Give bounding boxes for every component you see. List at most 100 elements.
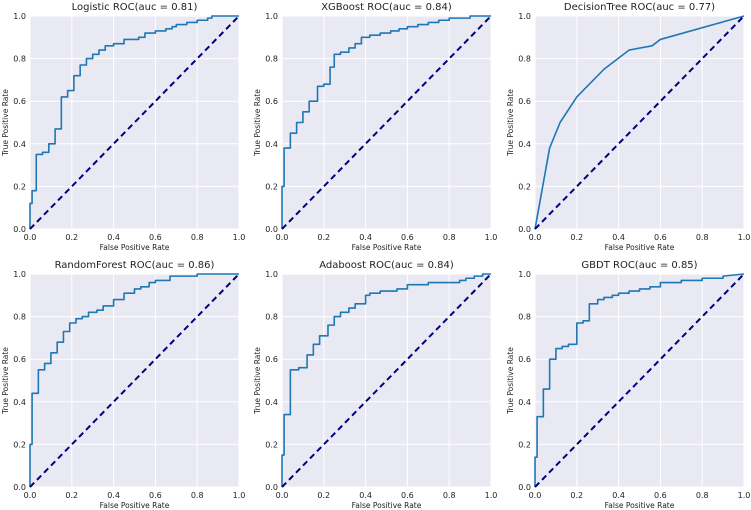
y-tick-label: 0.8 [518,313,531,322]
x-tick-label: 0.2 [317,491,330,500]
roc-curve-line [281,15,491,229]
x-tick-label: 0.6 [149,491,162,500]
y-tick-label: 1.0 [13,270,26,279]
x-axis-label: False Positive Rate [352,501,422,510]
chart-title: DecisionTree ROC(auc = 0.77) [564,2,715,13]
x-tick-label: 0.4 [107,233,120,242]
x-tick-label: 1.0 [233,233,246,242]
y-axis-label: True Positive Rate [1,347,10,415]
y-tick-label: 0.0 [13,483,26,492]
x-tick-label: 0.4 [612,491,625,500]
y-tick-label: 0.4 [13,140,26,149]
y-tick-label: 0.0 [518,483,531,492]
y-tick-label: 0.6 [265,97,278,106]
chart-title: Logistic ROC(auc = 0.81) [72,2,198,13]
y-tick-label: 0.2 [518,182,531,191]
x-tick-label: 0.0 [24,491,37,500]
chart-title: GBDT ROC(auc = 0.85) [581,260,697,271]
y-tick-label: 0.8 [13,55,26,64]
roc-curve-line [29,273,239,487]
x-tick-label: 0.0 [24,233,37,242]
x-tick-label: 0.4 [359,233,372,242]
x-tick-label: 0.2 [570,491,583,500]
plot-area [30,274,239,487]
x-tick-label: 0.6 [654,233,667,242]
x-tick-label: 0.6 [654,491,667,500]
roc-curve-line [534,273,745,487]
x-tick-label: 0.8 [443,491,456,500]
x-tick-label: 1.0 [233,491,246,500]
x-tick-label: 0.8 [191,233,204,242]
x-tick-label: 0.2 [317,233,330,242]
y-tick-label: 0.2 [518,440,531,449]
y-tick-label: 0.6 [13,355,26,364]
y-tick-label: 1.0 [518,270,531,279]
y-tick-label: 0.2 [265,182,278,191]
y-tick-label: 0.0 [518,225,531,234]
y-tick-label: 0.4 [13,398,26,407]
x-tick-label: 0.0 [276,491,289,500]
plot-area [282,16,491,229]
roc-panel: 0.0 0.2 0.4 0.6 0.8 1.0 0.0 0.2 0.4 0.6 0.8 1.0 Deci… [506,2,750,252]
x-tick-label: 1.0 [485,491,498,500]
roc-panel: 0.0 0.2 0.4 0.6 0.8 1.0 0.0 0.2 0.4 0.6 0.8 1.0 XGBo… [253,2,497,252]
x-tick-label: 0.4 [612,233,625,242]
x-tick-label: 0.2 [65,491,78,500]
y-tick-label: 0.0 [265,483,278,492]
x-tick-label: 0.0 [529,233,542,242]
x-tick-label: 0.8 [443,233,456,242]
roc-curve-line [29,15,239,229]
roc-curve-line [281,273,491,487]
y-tick-label: 0.0 [265,225,278,234]
y-tick-label: 0.4 [265,140,278,149]
y-tick-label: 0.2 [265,440,278,449]
y-tick-label: 0.8 [518,55,531,64]
y-tick-label: 0.4 [518,140,531,149]
roc-panel: 0.0 0.2 0.4 0.6 0.8 1.0 0.0 0.2 0.4 0.6 0.8 1.0 GBDT… [506,260,750,510]
x-tick-label: 1.0 [485,233,498,242]
x-tick-label: 0.2 [65,233,78,242]
roc-panel: 0.0 0.2 0.4 0.6 0.8 1.0 0.0 0.2 0.4 0.6 0.8 1.0 Adab… [253,260,497,510]
roc-curve-line [534,15,745,230]
y-tick-label: 0.0 [13,225,26,234]
x-tick-label: 0.4 [359,491,372,500]
roc-panel: 0.0 0.2 0.4 0.6 0.8 1.0 0.0 0.2 0.4 0.6 0.8 1.0 Logi… [1,2,245,252]
x-tick-label: 0.8 [191,491,204,500]
x-axis-label: False Positive Rate [352,243,422,252]
x-tick-label: 0.0 [276,233,289,242]
y-tick-label: 0.8 [13,313,26,322]
y-axis-label: True Positive Rate [506,89,515,157]
y-axis-label: True Positive Rate [253,89,262,157]
x-tick-label: 1.0 [738,491,751,500]
chart-title: Adaboost ROC(auc = 0.84) [319,260,454,271]
chart-title: RandomForest ROC(auc = 0.86) [55,260,215,271]
y-tick-label: 0.2 [13,182,26,191]
y-tick-label: 1.0 [265,12,278,21]
plot-area [535,274,744,487]
roc-panel: 0.0 0.2 0.4 0.6 0.8 1.0 0.0 0.2 0.4 0.6 0.8 1.0 Rand… [1,260,245,510]
y-tick-label: 0.6 [518,97,531,106]
x-tick-label: 0.8 [696,491,709,500]
y-tick-label: 0.6 [518,355,531,364]
plot-area [282,274,491,487]
x-axis-label: False Positive Rate [100,501,170,510]
y-tick-label: 0.8 [265,55,278,64]
plot-area [30,16,239,229]
x-axis-label: False Positive Rate [605,243,675,252]
x-tick-label: 0.6 [401,491,414,500]
y-axis-label: True Positive Rate [253,347,262,415]
y-tick-label: 0.6 [13,97,26,106]
plot-area [535,16,744,229]
x-tick-label: 0.4 [107,491,120,500]
y-tick-label: 0.4 [265,398,278,407]
x-tick-label: 1.0 [738,233,751,242]
y-axis-label: True Positive Rate [506,347,515,415]
x-tick-label: 0.6 [401,233,414,242]
y-axis-label: True Positive Rate [1,89,10,157]
x-tick-label: 0.0 [529,491,542,500]
y-tick-label: 1.0 [265,270,278,279]
x-tick-label: 0.8 [696,233,709,242]
y-tick-label: 0.6 [265,355,278,364]
chart-title: XGBoost ROC(auc = 0.84) [321,2,452,13]
y-tick-label: 1.0 [13,12,26,21]
